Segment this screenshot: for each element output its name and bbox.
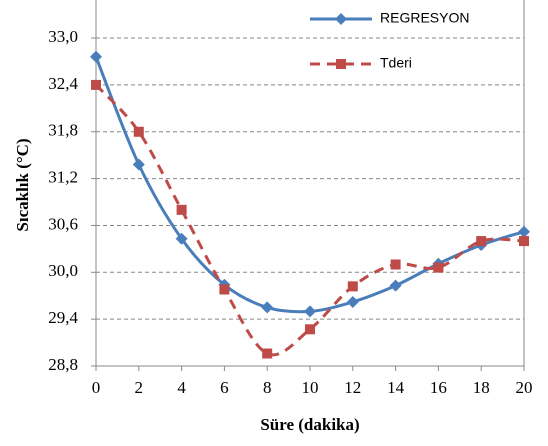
data-point [304, 305, 316, 318]
x-tick-label: 14 [387, 378, 405, 397]
data-point [132, 158, 145, 171]
data-point [346, 295, 359, 308]
x-tick-label: 4 [177, 378, 186, 397]
y-tick-label: 31,8 [48, 121, 78, 140]
series-line [94, 83, 525, 357]
legend-marker [336, 59, 346, 69]
data-point [476, 236, 487, 247]
data-point [518, 225, 530, 238]
data-point [176, 204, 187, 215]
y-tick-label: 32,4 [48, 74, 78, 93]
x-tick-label: 8 [263, 378, 272, 397]
data-point [347, 281, 358, 292]
data-point [519, 236, 529, 247]
x-tick-label: 16 [430, 378, 447, 397]
data-point [219, 284, 230, 295]
data-point [262, 348, 273, 359]
x-axis-title: Süre (dakika) [260, 415, 359, 434]
y-tick-label: 30,0 [48, 261, 78, 280]
plot-frame [95, 0, 525, 367]
series-line [94, 56, 525, 314]
x-tick-label: 10 [302, 378, 319, 397]
x-tick-label: 0 [92, 378, 101, 397]
data-point [91, 79, 101, 90]
y-tick-label: 30,6 [48, 214, 78, 233]
y-tick-label: 33,0 [48, 27, 78, 46]
data-point [433, 262, 444, 273]
x-tick-label: 12 [344, 378, 361, 397]
data-point [133, 126, 144, 137]
data-point [175, 232, 188, 245]
legend-label: REGRESYON [380, 10, 469, 26]
data-point [389, 279, 402, 292]
x-tick-label: 6 [220, 378, 229, 397]
data-point [261, 301, 274, 314]
data-point [305, 324, 315, 335]
legend-label: Tderi [380, 55, 412, 71]
x-tick-label: 18 [473, 378, 490, 397]
y-tick-label: 28,8 [48, 355, 78, 374]
y-axis-title: Sıcaklık (°C) [13, 138, 32, 231]
y-tick-label: 29,4 [48, 308, 78, 327]
legend-marker [335, 13, 347, 25]
x-tick-label: 2 [135, 378, 144, 397]
y-tick-label: 31,2 [48, 168, 78, 187]
x-tick-label: 20 [516, 378, 533, 397]
data-point [390, 259, 401, 270]
data-point [90, 50, 102, 63]
